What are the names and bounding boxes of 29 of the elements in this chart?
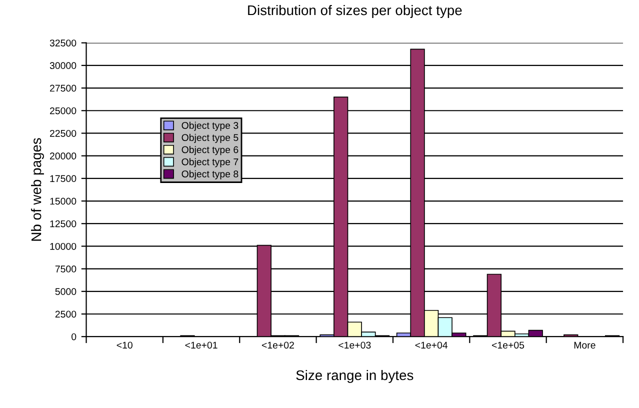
x-tick-label: <1e+03: [338, 342, 371, 349]
y-tick-label: 15000: [50, 198, 76, 205]
y-tick-label: 0: [72, 333, 76, 340]
x-axis-title: Size range in bytes: [296, 370, 414, 383]
y-tick-label: 32500: [50, 40, 76, 46]
y-axis-title: Nb of web pages: [31, 138, 44, 241]
x-tick-label: <1e+04: [415, 342, 448, 349]
legend-label: Object type 7: [182, 158, 238, 168]
y-tick-label: 12500: [50, 220, 76, 228]
x-tick-label: More: [574, 342, 596, 349]
y-tick-label: 7500: [55, 266, 76, 272]
y-tick-label: 22500: [50, 130, 76, 137]
legend-label: Object type 3: [182, 122, 238, 131]
y-tick-label: 20000: [50, 152, 76, 160]
y-tick-label: 25000: [50, 107, 76, 114]
x-tick-label: <1e+01: [185, 342, 218, 349]
y-tick-label: 5000: [55, 288, 76, 296]
legend-label: Object type 6: [182, 146, 238, 156]
x-tick-label: <1e+02: [262, 342, 294, 349]
y-tick-label: 27500: [50, 84, 76, 92]
x-tick-label: <1e+05: [492, 342, 524, 349]
y-tick-label: 17500: [50, 175, 76, 182]
legend-label: Object type 5: [182, 134, 238, 143]
legend-label: Object type 8: [182, 170, 238, 180]
y-tick-label: 10000: [50, 242, 76, 250]
y-tick-label: 30000: [50, 62, 76, 70]
x-tick-label: <10: [116, 342, 132, 349]
y-tick-label: 2500: [55, 310, 76, 318]
chart-title: Distribution of sizes per object type: [248, 4, 462, 18]
